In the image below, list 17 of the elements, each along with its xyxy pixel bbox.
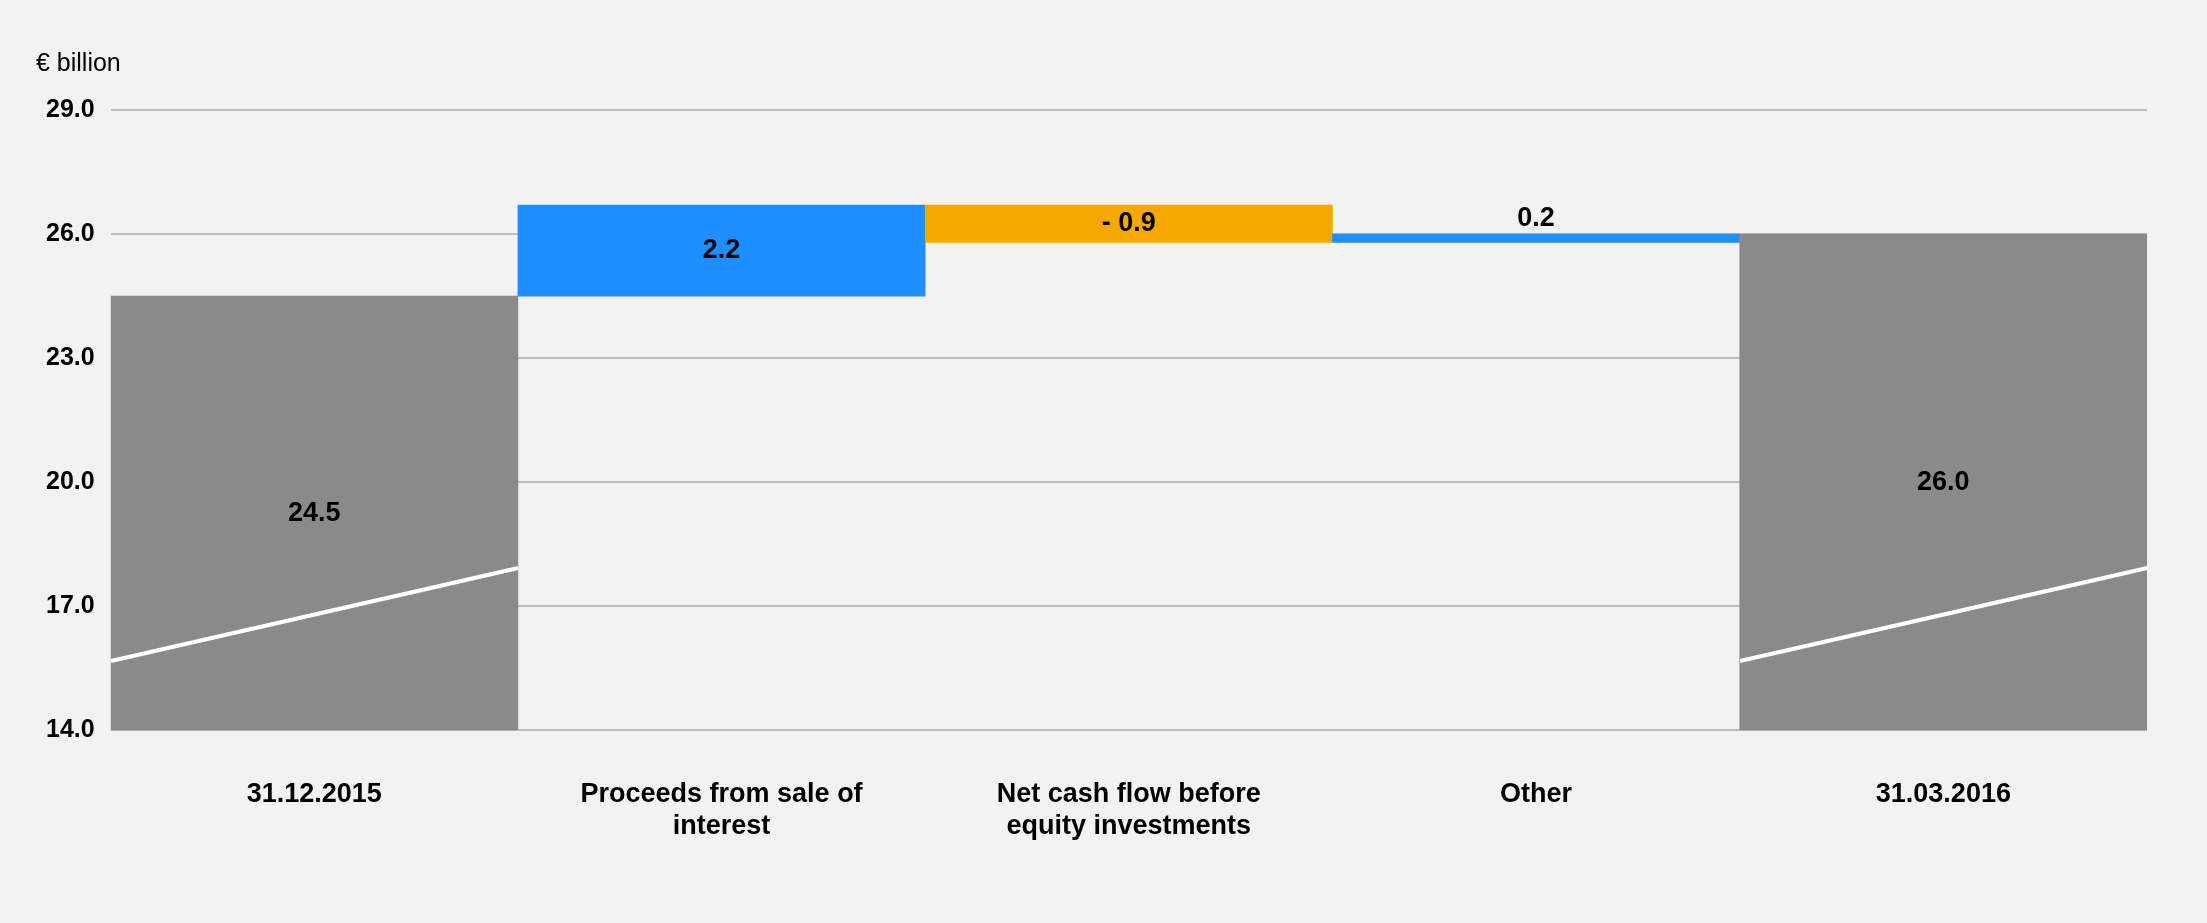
x-tick-label: Other: [1500, 777, 1573, 808]
data-label: 24.5: [288, 496, 341, 527]
y-tick-label: 23.0: [45, 341, 95, 370]
y-tick-label: 20.0: [45, 466, 95, 495]
y-tick-label: 17.0: [45, 590, 95, 619]
y-tick-label: 26.0: [45, 217, 95, 246]
data-label: 0.2: [1517, 201, 1555, 232]
data-label: - 0.9: [1101, 207, 1156, 238]
x-tick-label: Net cash flow before equity investments: [996, 777, 1261, 841]
y-tick-label: 14.0: [45, 714, 95, 743]
x-tick-label: Proceeds from sale of interest: [580, 777, 864, 841]
y-tick-label: 29.0: [45, 93, 95, 122]
x-tick-label: 31.03.2016: [1875, 777, 2011, 808]
x-tick-label: 31.12.2015: [246, 777, 382, 808]
data-label: 2.2: [702, 234, 741, 265]
data-label: 26.0: [1917, 465, 1970, 496]
y-axis-title: € billion: [36, 47, 121, 76]
